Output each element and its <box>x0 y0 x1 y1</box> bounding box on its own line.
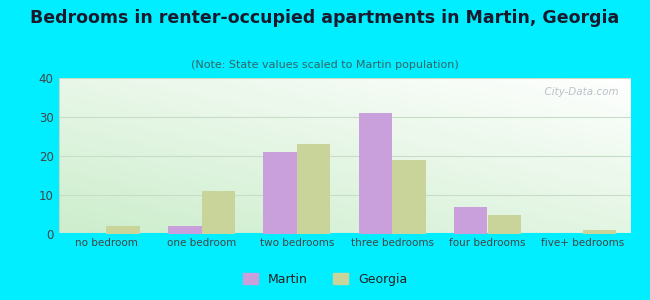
Text: Bedrooms in renter-occupied apartments in Martin, Georgia: Bedrooms in renter-occupied apartments i… <box>31 9 619 27</box>
Bar <box>263 152 297 234</box>
Bar <box>583 230 616 234</box>
Bar <box>106 226 140 234</box>
Bar <box>359 113 392 234</box>
Bar <box>297 144 330 234</box>
Text: City-Data.com: City-Data.com <box>538 87 619 98</box>
Bar <box>488 214 521 234</box>
Bar <box>392 160 426 234</box>
Text: (Note: State values scaled to Martin population): (Note: State values scaled to Martin pop… <box>191 60 459 70</box>
Bar <box>202 191 235 234</box>
Bar <box>168 226 202 234</box>
Legend: Martin, Georgia: Martin, Georgia <box>238 268 412 291</box>
Bar <box>454 207 488 234</box>
